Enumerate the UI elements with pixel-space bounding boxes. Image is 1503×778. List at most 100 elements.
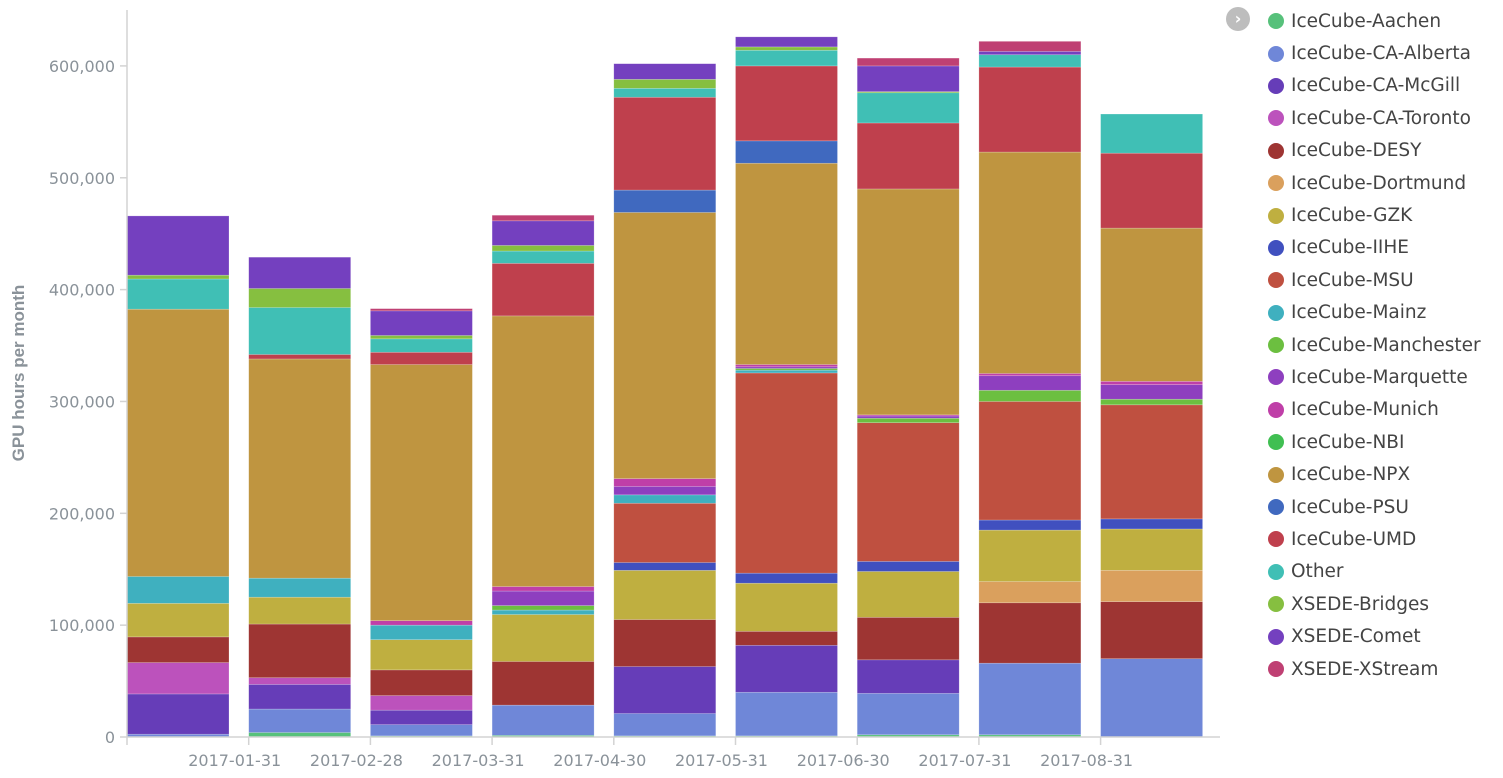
bar-segment[interactable] xyxy=(126,215,230,276)
bar-segment[interactable] xyxy=(126,693,230,735)
bar-segment[interactable] xyxy=(978,41,1082,52)
bar-segment[interactable] xyxy=(491,661,595,706)
legend-item[interactable]: IceCube-MSU xyxy=(1268,264,1481,296)
legend-item[interactable]: IceCube-IIHE xyxy=(1268,232,1481,264)
bar-segment[interactable] xyxy=(491,704,595,736)
bar-segment[interactable] xyxy=(613,562,717,571)
bar-segment[interactable] xyxy=(1100,381,1203,385)
legend-item[interactable]: IceCube-UMD xyxy=(1268,523,1481,555)
legend-item[interactable]: IceCube-Manchester xyxy=(1268,329,1481,361)
bar-segment[interactable] xyxy=(978,581,1082,604)
bar-segment[interactable] xyxy=(370,620,473,626)
legend-item[interactable]: IceCube-NPX xyxy=(1268,458,1481,490)
bar-segment[interactable] xyxy=(126,662,230,695)
bar-segment[interactable] xyxy=(613,666,717,714)
bar-segment[interactable] xyxy=(370,624,473,640)
bar-segment[interactable] xyxy=(370,669,473,696)
bar-segment[interactable] xyxy=(248,288,351,308)
bar-segment[interactable] xyxy=(1100,528,1203,571)
bar-segment[interactable] xyxy=(978,54,1082,68)
bar-segment[interactable] xyxy=(856,693,960,736)
bar-segment[interactable] xyxy=(1100,570,1203,602)
bar-segment[interactable] xyxy=(126,576,230,604)
bar-segment[interactable] xyxy=(248,684,351,710)
bar-segment[interactable] xyxy=(856,57,960,67)
bar-segment[interactable] xyxy=(370,310,473,336)
bar-segment[interactable] xyxy=(126,278,230,310)
bar-segment[interactable] xyxy=(856,415,960,419)
bar-segment[interactable] xyxy=(491,315,595,587)
bar-segment[interactable] xyxy=(978,401,1082,521)
bar-segment[interactable] xyxy=(1100,601,1203,660)
bar-segment[interactable] xyxy=(735,364,838,368)
bar-segment[interactable] xyxy=(491,220,595,246)
bar-segment[interactable] xyxy=(491,263,595,317)
bar-segment[interactable] xyxy=(978,151,1082,374)
bar-segment[interactable] xyxy=(370,351,473,365)
bar-segment[interactable] xyxy=(248,677,351,685)
bar-segment[interactable] xyxy=(1100,227,1203,382)
bar-segment[interactable] xyxy=(735,36,838,48)
bar-segment[interactable] xyxy=(613,189,717,213)
bar-segment[interactable] xyxy=(613,63,717,80)
bar-segment[interactable] xyxy=(1100,518,1203,530)
legend-item[interactable]: IceCube-Marquette xyxy=(1268,361,1481,393)
legend-item[interactable]: XSEDE-Bridges xyxy=(1268,588,1481,620)
bar-segment[interactable] xyxy=(613,494,717,504)
bar-segment[interactable] xyxy=(613,570,717,620)
legend-item[interactable]: IceCube-PSU xyxy=(1268,491,1481,523)
bar-segment[interactable] xyxy=(248,354,351,360)
bar-segment[interactable] xyxy=(978,51,1082,56)
bar-segment[interactable] xyxy=(613,96,717,191)
bar-segment[interactable] xyxy=(856,414,960,417)
legend-toggle-button[interactable]: › xyxy=(1226,7,1250,31)
bar-segment[interactable] xyxy=(856,65,960,92)
bar-segment[interactable] xyxy=(856,92,960,124)
bar-segment[interactable] xyxy=(370,338,473,353)
legend-item[interactable]: IceCube-Dortmund xyxy=(1268,167,1481,199)
bar-segment[interactable] xyxy=(248,307,351,355)
bar-segment[interactable] xyxy=(491,614,595,662)
bar-segment[interactable] xyxy=(491,590,595,606)
bar-segment[interactable] xyxy=(735,366,838,369)
bar-segment[interactable] xyxy=(248,623,351,679)
bar-segment[interactable] xyxy=(613,713,717,737)
bar-segment[interactable] xyxy=(126,308,230,577)
bar-segment[interactable] xyxy=(735,644,838,693)
bar-segment[interactable] xyxy=(735,691,838,737)
bar-segment[interactable] xyxy=(856,561,960,572)
bar-segment[interactable] xyxy=(856,422,960,562)
bar-segment[interactable] xyxy=(856,571,960,618)
legend-item[interactable]: IceCube-Aachen xyxy=(1268,5,1481,37)
bar-segment[interactable] xyxy=(1100,398,1203,406)
bar-segment[interactable] xyxy=(248,708,351,733)
bar-segment[interactable] xyxy=(370,724,473,737)
legend-item[interactable]: XSEDE-XStream xyxy=(1268,653,1481,685)
legend-item[interactable]: IceCube-GZK xyxy=(1268,199,1481,231)
bar-segment[interactable] xyxy=(735,140,838,164)
legend-item[interactable]: Other xyxy=(1268,556,1481,588)
bar-segment[interactable] xyxy=(248,577,351,598)
bar-segment[interactable] xyxy=(370,335,473,340)
bar-segment[interactable] xyxy=(613,478,717,487)
bar-segment[interactable] xyxy=(735,46,838,51)
bar-segment[interactable] xyxy=(613,502,717,563)
bar-segment[interactable] xyxy=(856,417,960,424)
bar-segment[interactable] xyxy=(491,245,595,252)
bar-segment[interactable] xyxy=(978,529,1082,582)
bar-segment[interactable] xyxy=(491,586,595,592)
bar-segment[interactable] xyxy=(978,662,1082,736)
bar-segment[interactable] xyxy=(613,486,717,496)
legend-item[interactable]: IceCube-CA-Toronto xyxy=(1268,102,1481,134)
bar-segment[interactable] xyxy=(613,212,717,479)
bar-segment[interactable] xyxy=(126,636,230,663)
bar-segment[interactable] xyxy=(978,519,1082,531)
legend-item[interactable]: IceCube-Mainz xyxy=(1268,297,1481,329)
bar-segment[interactable] xyxy=(1100,113,1203,154)
legend-item[interactable]: IceCube-NBI xyxy=(1268,426,1481,458)
bar-segment[interactable] xyxy=(248,358,351,579)
bar-segment[interactable] xyxy=(1100,384,1203,400)
legend-item[interactable]: IceCube-DESY xyxy=(1268,135,1481,167)
bar-segment[interactable] xyxy=(735,65,838,142)
bar-segment[interactable] xyxy=(856,617,960,661)
